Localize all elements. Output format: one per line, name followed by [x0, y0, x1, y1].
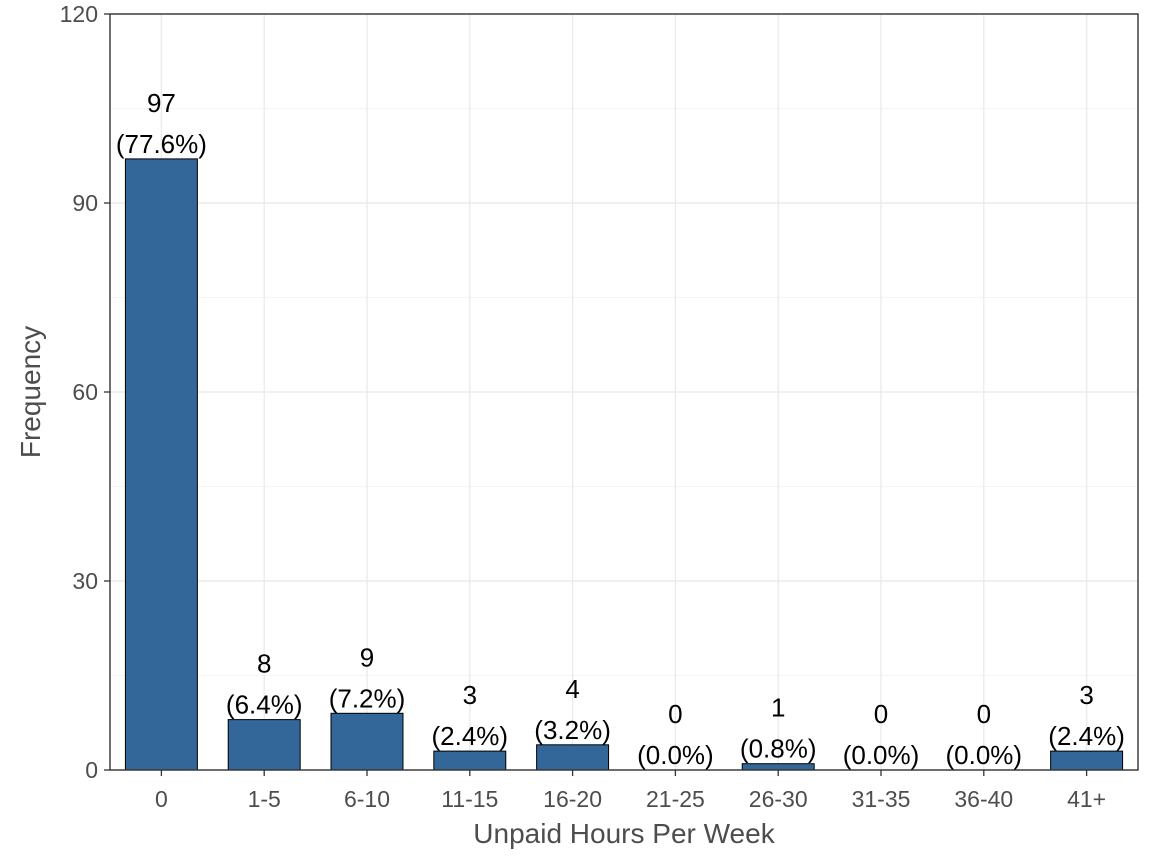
x-tick-label: 11-15 [441, 786, 498, 812]
bar-6-10 [330, 712, 404, 771]
percent-label: (77.6%) [116, 129, 207, 159]
count-label: 97 [147, 88, 176, 118]
y-tick-label: 30 [72, 568, 98, 594]
y-axis-title: Frequency [15, 326, 46, 458]
count-label: 9 [360, 642, 374, 672]
bar-0 [124, 158, 198, 771]
bars [124, 158, 1124, 771]
count-label: 8 [257, 649, 271, 679]
x-axis-title: Unpaid Hours Per Week [473, 818, 775, 849]
bar-26-30 [741, 763, 815, 771]
data-labels: 97 (77.6%) 8 (6.4%) 9 (7.2%) 3 (2.4%) 4 (3.2%) 0 (0… [116, 88, 1125, 770]
count-label: 3 [1079, 680, 1093, 710]
x-tick-label: 21-25 [646, 786, 705, 812]
percent-label: (6.4%) [226, 690, 303, 720]
x-tick-label: 26-30 [749, 786, 808, 812]
percent-label: (2.4%) [1048, 721, 1125, 751]
y-tick-label: 60 [72, 379, 98, 405]
count-label: 0 [874, 699, 888, 729]
percent-label: (3.2%) [534, 715, 611, 745]
x-tick-label: 6-10 [344, 786, 390, 812]
y-tick-label: 90 [72, 190, 98, 216]
bar-41+ [1050, 750, 1124, 771]
x-tick-label: 36-40 [954, 786, 1013, 812]
count-label: 3 [463, 680, 477, 710]
x-tick-label: 0 [155, 786, 168, 812]
y-tick-label: 0 [85, 757, 98, 783]
percent-label: (0.8%) [740, 734, 817, 764]
bar-11-15 [433, 750, 507, 771]
x-tick-label: 41+ [1067, 786, 1106, 812]
percent-label: (0.0%) [843, 740, 920, 770]
y-tick-label: 120 [60, 1, 98, 27]
percent-label: (7.2%) [329, 683, 406, 713]
x-tick-label: 16-20 [543, 786, 602, 812]
percent-label: (2.4%) [432, 721, 509, 751]
count-label: 0 [977, 699, 991, 729]
count-label: 4 [565, 674, 579, 704]
percent-label: (0.0%) [637, 740, 714, 770]
count-label: 1 [771, 693, 785, 723]
count-label: 0 [668, 699, 682, 729]
bar-16-20 [536, 744, 610, 771]
x-tick-label: 1-5 [248, 786, 281, 812]
percent-label: (0.0%) [946, 740, 1023, 770]
bar-1-5 [227, 719, 301, 771]
x-tick-label: 31-35 [852, 786, 911, 812]
